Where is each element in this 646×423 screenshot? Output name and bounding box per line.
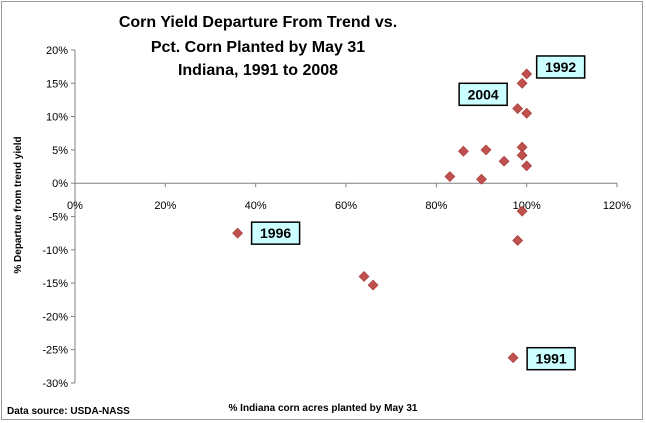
x-tick-label: 40% (245, 200, 267, 212)
y-tick-label: -25% (42, 345, 68, 357)
x-tick-label: 80% (425, 200, 447, 212)
y-tick-label: -5% (48, 212, 68, 224)
data-point (458, 145, 469, 157)
data-point (516, 77, 528, 89)
annotation-label: 2004 (468, 86, 499, 102)
data-point (498, 155, 510, 167)
y-tick-labels: 20% 15% 10% 5% 0% -5% -10% -15% -20% -25% -30% (42, 45, 68, 390)
annotation-label: 1992 (545, 59, 576, 75)
y-tick-label: -15% (42, 278, 68, 290)
y-axis-title: % Departure from trend yield (13, 136, 24, 273)
annotation-label: 1996 (260, 225, 291, 241)
data-point (367, 279, 379, 291)
data-point (512, 103, 524, 115)
data-point (512, 235, 524, 246)
annotation-label: 1991 (536, 351, 567, 367)
data-point (516, 149, 528, 161)
annotation-box (458, 82, 508, 107)
x-axis-title: % Indiana corn acres planted by May 31 (229, 403, 418, 414)
y-tick-label: 0% (52, 178, 68, 190)
data-source-note: Data source: USDA-NASS (7, 406, 130, 417)
axes (71, 49, 618, 384)
x-tick-label: 20% (154, 200, 176, 212)
y-tick-label: -30% (42, 378, 68, 390)
annotation-callout: 1991 (526, 346, 576, 371)
data-point (507, 352, 519, 364)
y-tick-label: -10% (42, 245, 68, 257)
title-line-1: Corn Yield Departure From Trend vs. (119, 14, 397, 31)
data-point (521, 107, 533, 119)
data-points (232, 68, 533, 364)
data-point (358, 271, 370, 282)
annotation-box (250, 221, 301, 245)
y-tick-label: 15% (46, 78, 68, 90)
annotation-callout: 1992 (535, 55, 586, 79)
data-point (521, 160, 533, 172)
data-point (480, 144, 492, 156)
x-tick-label: 120% (603, 200, 631, 212)
x-tick-label: 60% (335, 200, 357, 212)
y-tick-label: 10% (46, 112, 68, 124)
y-tick-label: 20% (46, 45, 68, 57)
y-tick-label: 5% (52, 145, 68, 157)
annotation-box (526, 346, 576, 371)
data-point (516, 205, 528, 217)
data-point (521, 68, 533, 80)
title-line-2: Pct. Corn Planted by May 31 (151, 39, 365, 56)
annotations: 1992 2004 1996 1991 (250, 55, 586, 371)
x-tick-labels: 0% 20% 40% 60% 80% 100% 120% (67, 200, 631, 212)
chart-title: Corn Yield Departure From Trend vs. Pct.… (119, 14, 397, 79)
data-point (476, 173, 487, 185)
x-tick-label: 0% (67, 200, 83, 212)
title-line-3: Indiana, 1991 to 2008 (178, 62, 338, 79)
y-tick-label: -20% (42, 311, 68, 323)
annotation-box (535, 55, 586, 79)
data-point (444, 171, 456, 182)
data-point (232, 227, 244, 239)
annotation-callout: 2004 (458, 82, 508, 107)
annotation-callout: 1996 (250, 221, 301, 245)
